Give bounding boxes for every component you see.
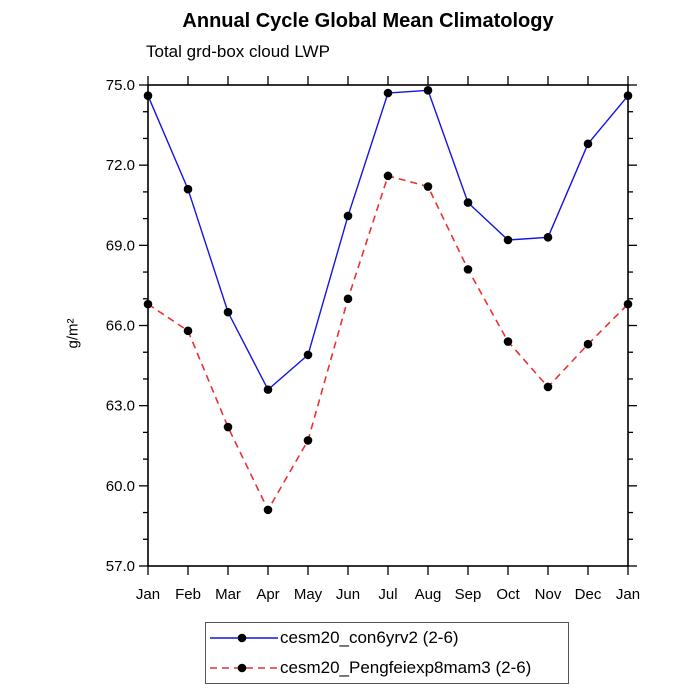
x-axis-tick-label: Mar <box>215 586 241 603</box>
data-point-marker <box>223 422 233 432</box>
y-axis-tick-label: 57.0 <box>106 558 135 575</box>
series-line-0 <box>147 89 629 391</box>
data-point-marker <box>343 294 353 304</box>
legend-line-sample-series1 <box>210 663 278 673</box>
data-point-marker <box>583 339 593 349</box>
y-axis-tick-label: 69.0 <box>106 237 135 254</box>
data-point-marker <box>223 307 233 317</box>
data-point-marker <box>423 86 433 95</box>
y-axis-tick-label: 75.0 <box>106 77 135 94</box>
x-axis-tick-label: Jan <box>136 586 160 603</box>
data-point-marker <box>503 337 513 346</box>
chart-subtitle: Total grd-box cloud LWP <box>146 42 330 61</box>
data-point-marker <box>463 198 473 207</box>
y-axis-tick-label: 60.0 <box>106 478 135 495</box>
y-axis-tick-label: 72.0 <box>106 157 135 174</box>
x-axis-tick-label: Dec <box>575 586 602 603</box>
x-axis-tick-label: Jan <box>616 586 640 603</box>
data-point-marker <box>303 436 313 445</box>
data-point-marker <box>183 326 193 336</box>
legend-line-sample-series0 <box>210 633 278 643</box>
x-axis-tick-label: Aug <box>415 586 442 603</box>
data-point-marker <box>543 382 553 392</box>
legend-marker-icon <box>237 663 247 673</box>
data-point-marker <box>263 505 273 515</box>
data-point-marker <box>383 88 393 98</box>
legend: cesm20_con6yrv2 (2-6) cesm20_Pengfeiexp8… <box>205 622 569 684</box>
data-point-marker <box>383 171 393 181</box>
data-point-marker <box>423 182 433 191</box>
data-point-marker <box>343 211 353 221</box>
data-point-marker <box>623 299 633 309</box>
legend-marker-icon <box>237 633 247 643</box>
x-axis-tick-label: Oct <box>496 586 520 603</box>
legend-row: cesm20_con6yrv2 (2-6) <box>208 625 568 651</box>
data-point-marker <box>623 91 633 100</box>
plot-frame <box>147 84 629 567</box>
data-point-marker <box>183 184 193 194</box>
y-axis-tick-label: 63.0 <box>106 398 135 415</box>
data-point-marker <box>303 350 313 360</box>
data-point-marker <box>143 91 153 100</box>
legend-row: cesm20_Pengfeiexp8mam3 (2-6) <box>208 655 568 681</box>
y-axis-tick-label: 66.0 <box>106 318 135 335</box>
legend-label-series0: cesm20_con6yrv2 (2-6) <box>280 628 459 647</box>
series-line-1 <box>147 174 629 512</box>
x-axis-tick-label: May <box>294 586 323 603</box>
data-point-marker <box>503 235 513 245</box>
legend-label-series1: cesm20_Pengfeiexp8mam3 (2-6) <box>280 658 532 677</box>
data-point-marker <box>543 233 553 242</box>
data-point-marker <box>583 139 593 149</box>
x-axis-tick-label: Sep <box>455 586 482 603</box>
chart-title: Annual Cycle Global Mean Climatology <box>182 10 554 32</box>
x-axis-tick-label: Nov <box>535 586 562 603</box>
x-axis-tick-label: Jul <box>378 586 397 603</box>
x-axis-tick-label: Jun <box>336 586 360 603</box>
data-point-marker <box>143 299 153 309</box>
x-axis-tick-label: Feb <box>175 586 201 603</box>
data-point-marker <box>263 385 273 394</box>
data-point-marker <box>463 265 473 274</box>
x-axis-tick-label: Apr <box>256 586 279 603</box>
